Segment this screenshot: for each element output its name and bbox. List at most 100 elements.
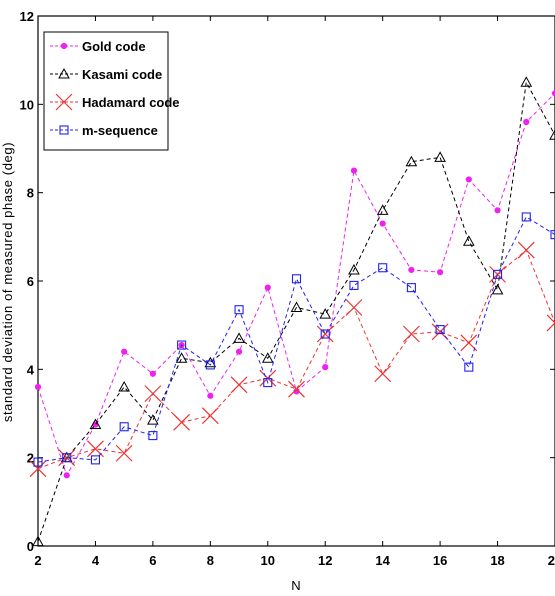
x-tick-label: 16 [433,553,447,568]
y-axis: 0 2 4 6 8 10 12 [20,9,555,554]
data-point [551,90,555,97]
data-point [378,263,388,273]
legend-marker [58,67,70,79]
data-point [319,308,332,319]
data-point [235,348,243,355]
x-tick-label: 10 [261,553,275,568]
data-point [34,383,42,391]
data-point [290,301,303,312]
data-point [405,155,418,167]
data-point [121,348,128,355]
data-point [33,457,43,467]
data-point [550,230,555,240]
legend-item: Hadamard code [50,93,180,111]
legend-label: Hadamard code [82,95,180,110]
y-tick-label: 2 [27,451,34,466]
data-point [494,207,501,214]
data-point [350,167,358,174]
data-point [491,283,504,295]
legend-label: m-sequence [82,123,158,138]
data-point [173,413,191,431]
data-point [523,118,530,126]
data-point [546,314,555,332]
x-tick-label: 14 [375,553,390,568]
series-line [37,80,555,542]
data-point [32,535,44,547]
data-point [320,329,330,339]
series-layer [29,76,555,547]
data-point [175,352,188,363]
data-point [62,453,72,463]
data-point [379,220,386,227]
data-point [291,274,302,284]
data-point [493,269,503,279]
data-point [402,325,420,343]
data-point [119,422,129,432]
data-point [233,332,245,343]
series-gold-code [34,90,555,479]
data-point [148,431,158,441]
data-point [322,364,329,371]
legend-label: Gold code [82,39,146,54]
y-tick-label: 6 [27,274,34,289]
legend-marker [60,42,68,50]
legend-item: Kasami code [50,67,162,82]
x-axis-label: N [291,578,300,593]
legend-marker [55,93,73,111]
data-point [63,472,70,479]
x-tick-label: 8 [207,553,214,568]
data-point [263,378,273,388]
data-point [460,334,478,352]
data-point [149,370,156,377]
data-point [435,325,445,335]
data-point [147,414,159,425]
data-point [177,340,187,350]
data-point [204,356,217,368]
data-point [465,176,472,183]
legend-item: Gold code [50,39,146,54]
data-point [345,299,363,316]
data-point [201,407,219,425]
data-point [376,204,389,215]
series-m-sequence [33,212,555,467]
series-line [37,216,555,463]
x-tick-label: 20 [548,553,555,568]
data-point [144,385,162,403]
x-tick-label: 4 [92,553,100,568]
x-tick-label: 18 [490,553,504,568]
data-point [517,241,535,259]
data-point [205,360,215,370]
data-point [234,305,244,315]
data-point [549,129,555,140]
data-point [434,151,446,162]
legend: Gold code Kasami code Hadamard code m-seque… [43,31,180,151]
series-hadamard-code [29,241,555,478]
data-point [348,263,360,275]
data-point [261,352,274,363]
data-point [349,280,359,290]
data-point [464,362,474,372]
legend-label: Kasami code [82,67,162,82]
y-tick-label: 4 [27,362,35,377]
data-point [115,444,133,462]
data-point [207,392,214,399]
data-point [437,269,444,276]
x-tick-label: 2 [34,553,41,568]
data-point [90,455,100,465]
data-point [288,380,305,398]
data-point [316,325,334,343]
data-point [408,266,415,274]
y-axis-label: standard deviation of measured phase (de… [0,142,15,422]
x-tick-label: 12 [318,553,332,568]
legend-box [43,31,169,151]
data-point [462,235,475,246]
data-point [374,365,392,383]
legend-marker [59,125,69,135]
data-point [520,76,533,87]
data-point [29,460,47,478]
data-point [230,376,248,394]
data-point [406,283,416,293]
x-tick-label: 6 [149,553,156,568]
y-tick-label: 8 [27,186,34,201]
